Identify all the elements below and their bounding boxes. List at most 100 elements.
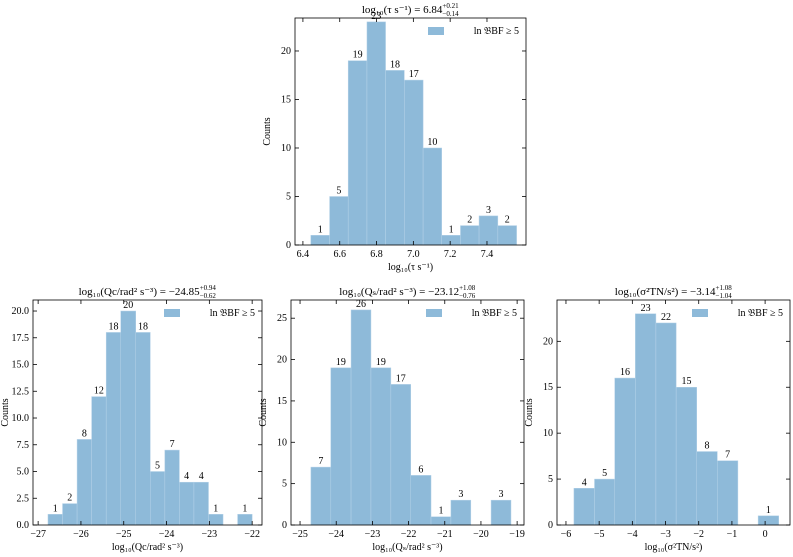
bar [310,235,330,246]
bar-label: 10 [427,137,437,148]
bar [757,515,779,526]
y-tick-label: 25 [277,313,287,324]
y-tick-label: 20 [277,355,287,366]
y-tick-label: 0 [548,520,553,531]
y-tick-label: 10 [543,428,553,439]
bar [404,79,424,246]
y-axis-label: Counts [0,398,11,426]
plot-frame [556,299,791,526]
x-tick-label: −23 [365,529,381,540]
bar [490,499,512,526]
bar [422,147,442,246]
x-tick-label: −5 [594,529,605,540]
bar [208,514,224,526]
bar [91,396,107,526]
bar [47,514,63,526]
bar [370,367,392,526]
y-tick-label: 10 [281,143,291,154]
x-axis-label: log₁₀(τ s⁻¹) [388,262,433,273]
title-lower-error: −0.62 [200,292,217,300]
x-tick-label: 6.6 [333,249,346,260]
bar-label: 12 [94,386,104,397]
bar-label: 18 [138,321,148,332]
bar [450,499,472,526]
legend-label: ln 𝔅BF ≥ 5 [738,308,783,319]
y-tick-label: 5 [286,191,291,202]
title-upper-error: +1.08 [459,284,476,292]
y-tick-label: 10 [277,437,287,448]
bar-label: 2 [67,493,72,504]
x-tick-label: −19 [509,529,525,540]
bar-label: 22 [661,312,671,323]
y-tick-label: 15 [277,396,287,407]
bar-label: 7 [170,439,175,450]
title-lower-error: −0.76 [459,292,476,300]
bar-label: 1 [438,506,443,517]
bar [237,514,253,526]
bar-label: 3 [458,489,463,500]
x-tick-label: −21 [437,529,453,540]
bar-label: 7 [725,450,730,461]
bar [717,460,739,526]
bar-label: 1 [449,224,454,235]
bar [410,475,432,526]
bar [329,196,349,246]
y-tick-label: 12.5 [12,386,30,397]
bar [135,332,151,526]
bar-label: 1 [318,224,323,235]
title-main: log₁₀(τ s⁻¹) = 6.84 [362,4,443,16]
x-tick-label: −6 [561,529,572,540]
panel: 7 19 26 19 17 6 1 3 3 −25 −24 −23 −22 −21 −20 −19 0 5 10 15… [258,284,525,553]
y-tick-label: 20.0 [12,306,30,317]
bar [150,471,166,526]
bar [594,478,616,526]
title-upper-error: +0.94 [200,284,217,292]
x-tick-label: 7.2 [444,249,457,260]
plot-frame [290,299,525,526]
x-tick-label: −3 [660,529,671,540]
y-tick-label: 20 [543,336,553,347]
bar [614,377,636,526]
bar-label: 19 [336,357,346,368]
bar [390,384,412,526]
bar [441,235,461,246]
title-upper-error: +1.08 [716,284,733,292]
bar [330,367,352,526]
bar-label: 1 [53,503,58,514]
bar-label: 1 [766,505,771,516]
legend-label: ln 𝔅BF ≥ 5 [472,308,517,319]
bar-label: 6 [418,464,423,475]
bar-label: 1 [242,503,247,514]
y-tick-label: 0 [282,520,287,531]
bar-label: 18 [108,321,118,332]
x-tick-label: −25 [116,529,132,540]
bar [478,215,499,246]
bar-label: 8 [705,441,710,452]
bar-label: 7 [318,456,323,467]
legend-patch [428,27,444,35]
bar [573,488,595,526]
y-tick-label: 15 [281,94,291,105]
x-axis-label: log₁₀(Qc/rad² s⁻³) [112,542,183,553]
y-axis-label: Counts [258,398,269,426]
bar-label: 19 [353,50,363,61]
bar [675,386,697,526]
y-axis-label: Counts [262,117,273,145]
x-tick-label: −22 [401,529,417,540]
bar-label: 2 [467,215,472,226]
bar-label: 15 [681,376,691,387]
x-tick-label: −24 [159,529,175,540]
y-tick-label: 5 [282,479,287,490]
bar [430,516,452,526]
bar-label: 4 [199,471,204,482]
x-tick-label: −4 [627,529,638,540]
title-lower-error: −1.04 [716,292,733,300]
bar-label: 17 [396,373,406,384]
bar [696,451,718,526]
bar [460,225,480,246]
y-tick-label: 2.5 [17,493,30,504]
x-tick-label: 7.0 [407,249,420,260]
bar-label: 18 [390,59,400,70]
